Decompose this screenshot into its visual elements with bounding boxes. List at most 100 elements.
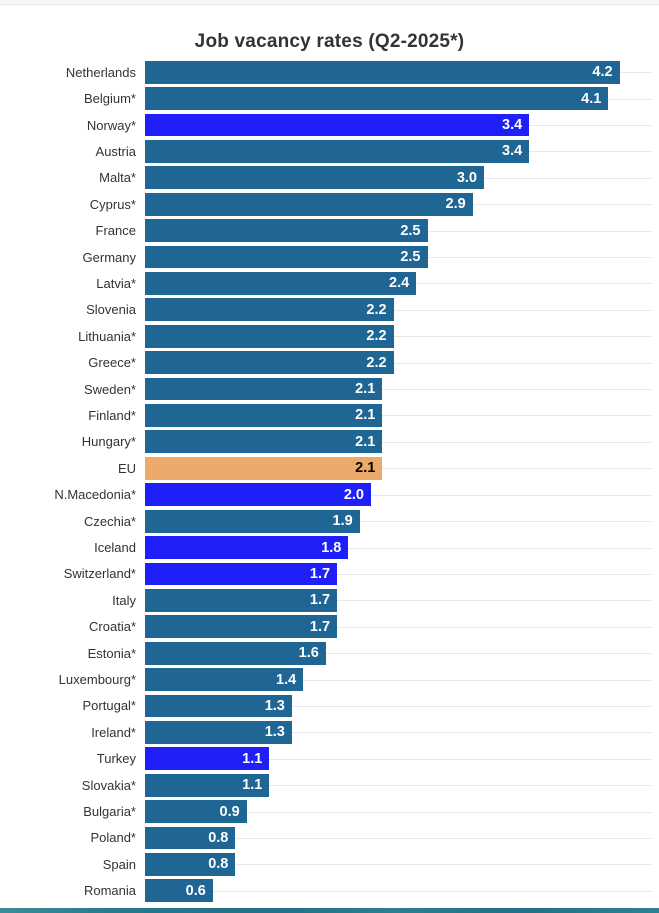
category-label: N.Macedonia* (54, 487, 136, 503)
gridline (145, 494, 652, 496)
bar-value-label: 3.0 (456, 169, 477, 186)
bar-row: Belgium* 4.1 (0, 85, 659, 111)
bar-track: 1.4 (145, 666, 659, 692)
bar-value-label: 2.5 (400, 249, 421, 266)
category-label: Austria (95, 143, 136, 159)
bar-value-label: 2.1 (355, 381, 376, 398)
category-label: Spain (102, 856, 136, 872)
category-label: Cyprus* (89, 196, 136, 212)
category-label: Hungary* (81, 434, 136, 450)
bar: 1.1 (145, 747, 270, 771)
gridline (145, 415, 652, 417)
bar-track: 2.1 (145, 429, 659, 455)
bar-row: Finland* 2.1 (0, 402, 659, 428)
bar: 2.9 (145, 192, 473, 216)
category-label: Sweden* (83, 381, 136, 397)
bar-value-label: 1.6 (298, 645, 319, 662)
bar-value-label: 2.1 (355, 433, 376, 450)
bar-row: Sweden* 2.1 (0, 376, 659, 402)
bar: 3.0 (145, 166, 484, 190)
bar-value-label: 3.4 (502, 143, 523, 160)
category-label: Poland* (90, 830, 136, 846)
bar-row: Switzerland* 1.7 (0, 561, 659, 587)
bar-row: EU 2.1 (0, 455, 659, 481)
bar-value-label: 1.4 (276, 671, 297, 688)
bar-track: 2.2 (145, 349, 659, 375)
bar: 0.8 (145, 826, 236, 850)
gridline (145, 864, 652, 866)
bar: 4.2 (145, 60, 620, 84)
bar: 1.6 (145, 641, 326, 665)
bar-value-label: 1.7 (309, 618, 331, 635)
bar-track: 1.7 (145, 561, 659, 587)
bar-row: Netherlands 4.2 (0, 59, 659, 85)
bar-value-label: 0.8 (208, 829, 229, 846)
bar-row: Slovenia 2.2 (0, 297, 659, 323)
top-border-strip (0, 0, 659, 5)
bar-row: France 2.5 (0, 217, 659, 243)
gridline (145, 626, 652, 628)
bar: 3.4 (145, 140, 530, 163)
bar-value-label: 0.9 (219, 803, 240, 820)
category-label: Lithuania* (78, 328, 136, 344)
bar-track: 1.1 (145, 772, 659, 798)
bar-track: 2.2 (145, 323, 659, 349)
bar-value-label: 1.8 (321, 539, 342, 556)
bar-track: 1.8 (145, 534, 659, 560)
gridline (145, 468, 652, 470)
bar: 2.4 (145, 272, 417, 295)
bar-value-label: 2.1 (355, 460, 376, 477)
bar-track: 3.4 (145, 138, 659, 164)
gridline (145, 732, 652, 734)
bar-row: N.Macedonia* 2.0 (0, 482, 659, 508)
bar-row: Hungary* 2.1 (0, 429, 659, 455)
chart-title: Job vacancy rates (Q2-2025*) (194, 30, 465, 52)
category-label: Estonia* (87, 645, 136, 661)
bar-row: Lithuania* 2.2 (0, 323, 659, 349)
bar-track: 2.5 (145, 217, 659, 243)
bar: 2.0 (145, 483, 371, 507)
bar-chart: Netherlands 4.2 Belgium* 4.1 Norway* (0, 59, 659, 904)
bar-value-label: 1.3 (264, 724, 285, 741)
bar-track: 0.8 (145, 825, 659, 851)
bar-row: Portugal* 1.3 (0, 693, 659, 719)
category-label: Finland* (88, 407, 136, 423)
category-label: Portugal* (82, 698, 136, 714)
gridline (145, 811, 652, 813)
bar-track: 0.6 (145, 878, 659, 904)
bar-value-label: 1.9 (332, 513, 353, 530)
bar-track: 2.1 (145, 402, 659, 428)
bar-value-label: 4.2 (592, 64, 613, 81)
gridline (145, 521, 652, 523)
bar-row: Bulgaria* 0.9 (0, 798, 659, 824)
bar: 2.1 (145, 456, 383, 480)
bar-value-label: 1.1 (242, 777, 263, 794)
bar-track: 4.1 (145, 85, 659, 111)
bar-value-label: 3.4 (502, 117, 523, 134)
bar: 0.9 (145, 800, 247, 823)
gridline (145, 837, 652, 839)
bar-row: Norway* 3.4 (0, 112, 659, 138)
bar-track: 2.4 (145, 270, 659, 296)
bar: 2.2 (145, 351, 394, 375)
bar: 1.8 (145, 536, 349, 559)
gridline (145, 336, 652, 338)
bar-row: Italy 1.7 (0, 587, 659, 613)
category-label: Netherlands (65, 64, 136, 80)
bar-row: Croatia* 1.7 (0, 614, 659, 640)
bar-value-label: 1.7 (309, 592, 331, 609)
bar: 0.8 (145, 852, 236, 876)
category-label: Slovakia* (81, 777, 136, 793)
bar: 1.3 (145, 720, 292, 744)
bar-row: Germany 2.5 (0, 244, 659, 270)
bar-row: Spain 0.8 (0, 851, 659, 877)
bar-track: 4.2 (145, 59, 659, 85)
gridline (145, 890, 652, 892)
category-label: Luxembourg* (58, 672, 136, 688)
bar-value-label: 2.4 (389, 275, 410, 292)
bar-value-label: 0.6 (185, 882, 206, 899)
gridline (145, 573, 652, 575)
bar-row: Iceland 1.8 (0, 534, 659, 560)
category-label: Italy (112, 592, 136, 608)
bar: 1.7 (145, 562, 338, 586)
